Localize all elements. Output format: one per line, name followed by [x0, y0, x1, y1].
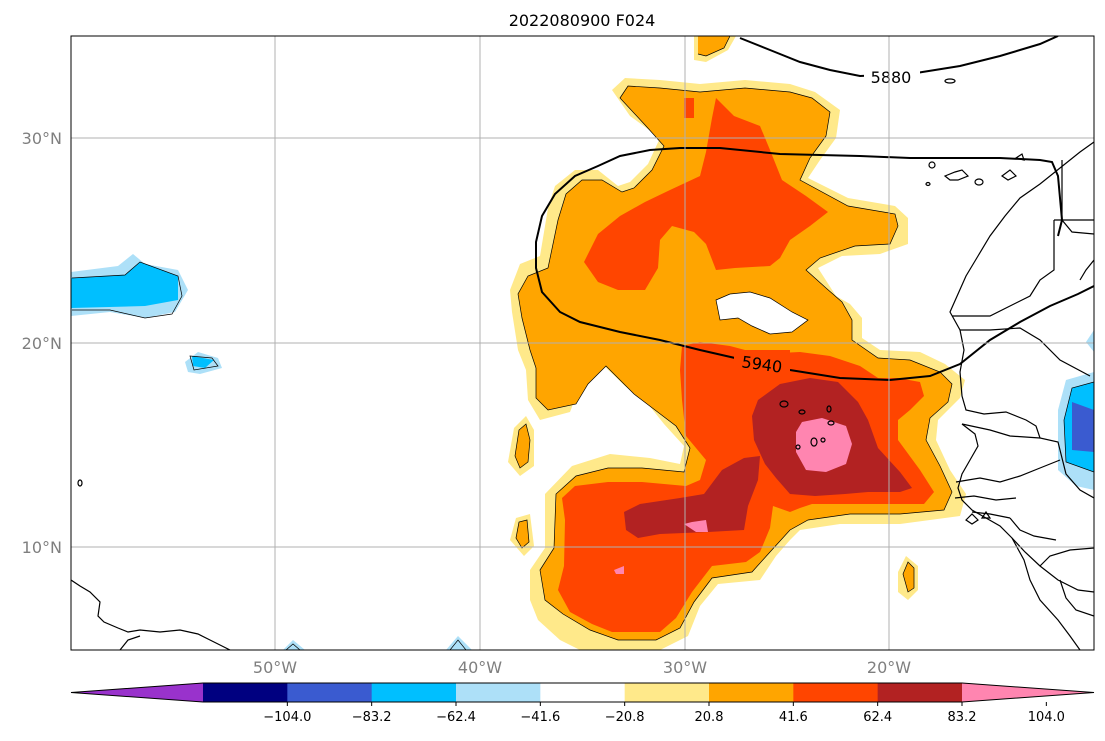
coastlines	[71, 78, 1094, 650]
contour-5940	[535, 147, 1094, 382]
colorbar-tick-label: −104.0	[263, 710, 311, 725]
colorbar-bin	[709, 683, 794, 702]
colorbar-extend-high	[962, 683, 1094, 702]
lat-label-10n: 10°N	[22, 538, 62, 557]
contour-label-5880: 5880	[871, 68, 912, 87]
map-frame	[70, 35, 1095, 651]
anomaly-hole	[715, 291, 809, 335]
map-area: 5880 5940	[71, 36, 1094, 650]
colorbar-bin	[203, 683, 288, 702]
colorbar: −104.0 −83.2 −62.4 −41.6 −20.8 20.8 41.6 62.4 83…	[70, 682, 1095, 725]
colorbar-tick-label: −83.2	[352, 710, 392, 725]
colorbar-tick-label: −62.4	[436, 710, 476, 725]
colorbar-extend-low	[71, 683, 203, 702]
colorbar-tick-label: 83.2	[948, 710, 977, 725]
colorbar-bin	[287, 683, 373, 702]
colorbar-tick-label: 104.0	[1028, 710, 1065, 725]
colorbar-bin	[877, 683, 963, 702]
lon-label-30w: 30°W	[663, 658, 707, 677]
colorbar-tick-label: −20.8	[605, 710, 645, 725]
lon-label-40w: 40°W	[458, 658, 502, 677]
colorbar-outline	[70, 682, 1095, 703]
latitude-labels: 30°N 20°N 10°N	[22, 129, 62, 557]
colorbar-tick-label: −41.6	[520, 710, 560, 725]
gridlines	[71, 36, 1094, 650]
colorbar-tick-label: 62.4	[863, 710, 892, 725]
colorbar-bin	[624, 683, 710, 702]
lon-label-50w: 50°W	[253, 658, 297, 677]
colorbar-bin	[371, 683, 457, 702]
negative-anomaly-regions	[71, 254, 1094, 650]
colorbar-bin	[793, 683, 879, 702]
map-title: 2022080900 F024	[509, 11, 656, 30]
contour-label-bg-5880	[864, 66, 920, 88]
colorbar-bin	[456, 683, 541, 702]
longitude-labels: 50°W 40°W 30°W 20°W	[253, 658, 911, 677]
lat-label-30n: 30°N	[22, 129, 62, 148]
colorbar-bin	[540, 683, 626, 702]
colorbar-tick-label: 41.6	[779, 710, 808, 725]
anomaly-outlines	[71, 36, 1094, 650]
lat-label-20n: 20°N	[22, 334, 62, 353]
contour-label-bg-5940	[734, 350, 790, 372]
colorbar-tick-label: 20.8	[695, 710, 724, 725]
lon-label-20w: 20°W	[867, 658, 911, 677]
